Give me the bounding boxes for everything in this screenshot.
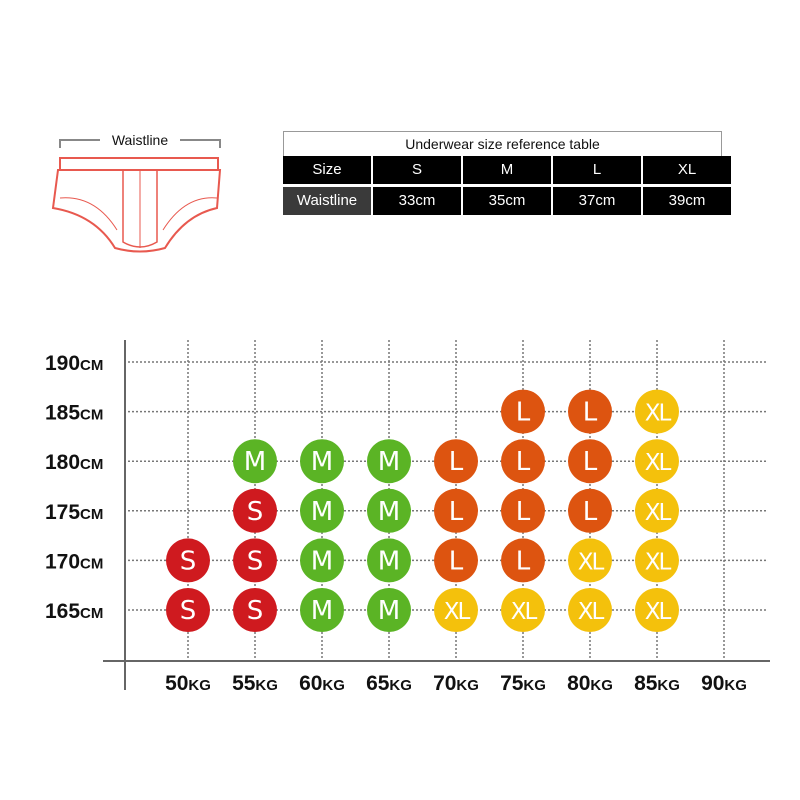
size-header: Size <box>283 156 371 184</box>
y-tick-label: 170CM <box>45 550 103 573</box>
size-marker-m <box>367 439 411 484</box>
x-tick-label: 85KG <box>634 672 680 695</box>
size-marker-m <box>300 538 344 583</box>
size-marker-label: M <box>311 546 333 576</box>
size-marker-label: M <box>378 447 400 477</box>
size-marker-xl <box>635 439 679 484</box>
size-marker-label: XL <box>645 549 672 575</box>
size-marker-label: L <box>449 447 464 477</box>
y-tick-label: 180CM <box>45 451 103 474</box>
size-marker-m <box>300 439 344 484</box>
size-marker-label: S <box>247 546 264 576</box>
size-marker-label: XL <box>511 599 538 625</box>
size-marker-label: L <box>516 497 531 527</box>
x-tick-label: 55KG <box>232 672 278 695</box>
size-l: L <box>553 156 641 184</box>
size-marker-label: XL <box>578 599 605 625</box>
y-tick-label: 165CM <box>45 600 103 623</box>
size-marker-label: L <box>516 546 531 576</box>
size-marker-label: M <box>378 596 400 626</box>
size-marker-xl <box>434 588 478 632</box>
y-tick-label: 185CM <box>45 402 103 425</box>
size-row: Size S M L XL <box>283 156 731 184</box>
size-s: S <box>373 156 461 184</box>
size-marker-label: L <box>449 497 464 527</box>
x-tick-label: 80KG <box>567 672 613 695</box>
size-marker-m <box>367 488 411 533</box>
size-marker-s <box>166 588 210 632</box>
size-marker-label: L <box>583 447 598 477</box>
size-marker-xl <box>635 588 679 632</box>
size-marker-l <box>434 439 478 484</box>
waist-l: 37cm <box>553 187 641 215</box>
size-marker-label: XL <box>645 500 672 526</box>
size-marker-m <box>367 588 411 632</box>
size-marker-m <box>233 439 277 484</box>
size-marker-s <box>166 538 210 583</box>
size-marker-label: L <box>516 398 531 428</box>
size-marker-label: M <box>378 546 400 576</box>
y-tick-label: 175CM <box>45 501 103 524</box>
size-marker-label: L <box>516 447 531 477</box>
waistline-row: Waistline 33cm 35cm 37cm 39cm <box>283 187 731 215</box>
waist-xl: 39cm <box>643 187 731 215</box>
size-marker-label: S <box>180 596 197 626</box>
size-marker-label: XL <box>645 599 672 625</box>
size-marker-label: M <box>311 447 333 477</box>
size-marker-label: M <box>244 447 266 477</box>
size-xl: XL <box>643 156 731 184</box>
size-marker-xl <box>635 389 679 434</box>
size-marker-label: L <box>583 398 598 428</box>
size-marker-l <box>568 488 612 533</box>
size-marker-l <box>434 538 478 583</box>
size-marker-l <box>568 389 612 434</box>
size-marker-s <box>233 538 277 583</box>
reference-table-title: Underwear size reference table <box>283 131 722 156</box>
size-marker-label: L <box>449 546 464 576</box>
x-tick-label: 50KG <box>165 672 211 695</box>
size-marker-m <box>300 488 344 533</box>
size-marker-l <box>501 538 545 583</box>
size-marker-label: XL <box>578 549 605 575</box>
size-marker-xl <box>635 488 679 533</box>
size-marker-label: XL <box>645 401 672 427</box>
waist-m: 35cm <box>463 187 551 215</box>
size-marker-label: M <box>378 497 400 527</box>
size-marker-l <box>434 488 478 533</box>
x-tick-label: 70KG <box>433 672 479 695</box>
size-marker-m <box>300 588 344 632</box>
size-marker-l <box>501 389 545 434</box>
size-marker-xl <box>568 588 612 632</box>
size-marker-label: XL <box>444 599 471 625</box>
size-marker-label: S <box>247 596 264 626</box>
size-m: M <box>463 156 551 184</box>
size-marker-label: M <box>311 497 333 527</box>
waistline-header: Waistline <box>283 187 371 215</box>
size-marker-l <box>568 439 612 484</box>
size-marker-l <box>501 439 545 484</box>
y-tick-label: 190CM <box>45 352 103 375</box>
size-marker-l <box>501 488 545 533</box>
x-tick-label: 65KG <box>366 672 412 695</box>
x-tick-label: 75KG <box>500 672 546 695</box>
size-marker-xl <box>501 588 545 632</box>
size-marker-label: S <box>180 546 197 576</box>
waist-s: 33cm <box>373 187 461 215</box>
x-tick-label: 60KG <box>299 672 345 695</box>
size-marker-s <box>233 488 277 533</box>
size-marker-s <box>233 588 277 632</box>
waistline-label: Waistline <box>112 132 168 148</box>
size-marker-label: XL <box>645 450 672 476</box>
size-marker-xl <box>568 538 612 583</box>
brief-diagram: Waistline <box>51 132 222 253</box>
size-marker-label: M <box>311 596 333 626</box>
size-marker-label: L <box>583 497 598 527</box>
size-marker-label: S <box>247 497 264 527</box>
x-tick-label: 90KG <box>701 672 747 695</box>
size-marker-m <box>367 538 411 583</box>
size-marker-xl <box>635 538 679 583</box>
